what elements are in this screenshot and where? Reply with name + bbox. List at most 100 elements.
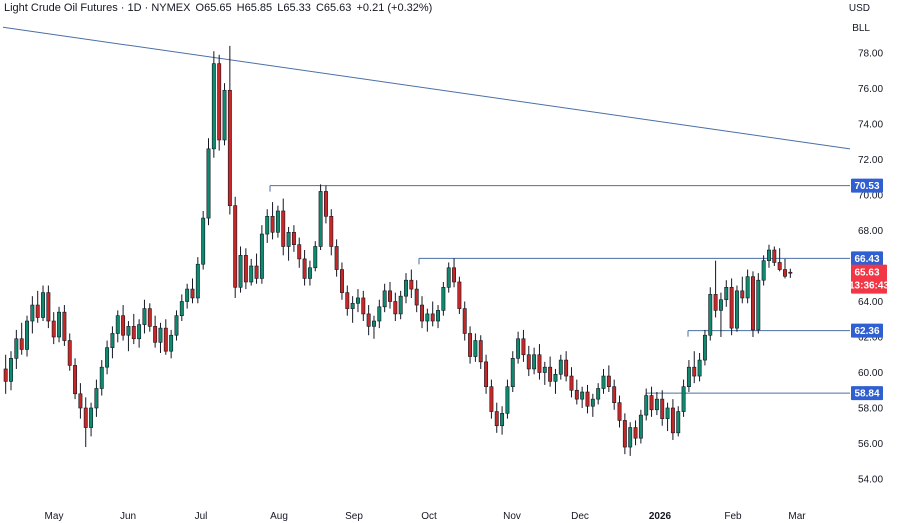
unit-label[interactable]: BLL: [852, 23, 870, 34]
candle-body-up: [697, 359, 702, 377]
candle-body-up: [590, 398, 595, 407]
ohlc-high: H65.85: [236, 2, 273, 14]
symbol-title: Light Crude Oil Futures · 1D · NYMEX: [4, 2, 191, 14]
candle-body-down: [783, 269, 787, 277]
candle-body-down: [339, 269, 344, 293]
candle-body-down: [190, 288, 195, 299]
candle-body-up: [676, 411, 681, 434]
candle-body-down: [334, 246, 339, 270]
candle-body-down: [564, 359, 569, 377]
candle-body-down: [227, 89, 232, 206]
candle-body-down: [751, 276, 755, 331]
trendline: [2, 26, 851, 150]
candle-body-down: [329, 216, 334, 247]
candle-body-down: [420, 304, 424, 322]
candle-body-up: [681, 386, 686, 412]
y-tick-label: 72.00: [858, 155, 883, 166]
candle-body-down: [153, 326, 158, 343]
candle-body-down: [254, 265, 259, 279]
candle-body-down: [478, 340, 483, 363]
candle-body-down: [574, 389, 579, 400]
candle-body-up: [25, 320, 29, 350]
candle-body-up: [436, 310, 440, 322]
candle-body-up: [767, 249, 771, 261]
candle-body-down: [692, 366, 697, 377]
candle-body-down: [585, 391, 590, 407]
candle-body-up: [500, 413, 505, 427]
level-badge: [851, 251, 883, 266]
y-tick-label: 56.00: [858, 439, 883, 450]
y-tick-label: 68.00: [858, 226, 883, 237]
countdown-label: 13:36:43: [849, 281, 889, 292]
x-tick-label: May: [45, 511, 64, 522]
currency-label[interactable]: USD: [848, 3, 870, 14]
candle-body-down: [494, 411, 499, 427]
candle-body-down: [521, 338, 526, 356]
candle-body-up: [318, 191, 323, 247]
candle-body-up: [30, 304, 35, 322]
candle-body-up: [628, 427, 633, 448]
candle-body-up: [542, 366, 547, 373]
candle-body-up: [313, 246, 318, 269]
candle-body-up: [644, 395, 649, 416]
x-tick-label: Sep: [345, 511, 363, 522]
candle-body-down: [297, 244, 302, 260]
candle-body-up: [724, 286, 729, 301]
candle-body-down: [660, 398, 665, 419]
level-badge: [851, 386, 883, 401]
candle-body-down: [388, 290, 392, 302]
candle-body-up: [596, 388, 601, 400]
y-tick-label: 54.00: [858, 475, 883, 486]
candle-body-up: [174, 315, 179, 336]
candle-body-down: [622, 420, 627, 448]
candle-body-down: [121, 315, 126, 336]
x-tick-label: Oct: [421, 511, 437, 522]
candle-body-up: [398, 295, 403, 315]
candle-body-down: [67, 340, 72, 366]
y-tick-label: 60.00: [858, 368, 883, 379]
candle-body-down: [361, 297, 366, 315]
candle-body-down: [468, 333, 473, 357]
candle-body-down: [409, 279, 414, 290]
candle-body-up: [377, 306, 382, 322]
candle-body-up: [446, 267, 451, 288]
candle-body-up: [94, 388, 99, 409]
candle-body-up: [185, 288, 190, 302]
candle-body-down: [35, 304, 40, 318]
candle-body-up: [505, 386, 510, 414]
level-badge-label: 66.43: [854, 254, 879, 265]
candle-body-up: [238, 255, 243, 288]
candle-body-down: [46, 292, 51, 322]
candle-body-up: [179, 301, 184, 316]
candle-body-up: [516, 338, 521, 359]
candle-body-down: [484, 361, 489, 388]
candle-body-down: [649, 395, 654, 411]
candle-body-up: [137, 324, 142, 340]
candle-body-down: [73, 365, 78, 395]
candle-body-down: [19, 338, 24, 350]
x-tick-label: 2026: [649, 511, 672, 522]
candle-body-up: [110, 333, 115, 348]
chart-header: Light Crude Oil Futures · 1D · NYMEX O65…: [4, 2, 434, 14]
candle-body-down: [78, 393, 83, 409]
candle-body-down: [51, 320, 56, 338]
x-tick-label: Mar: [788, 511, 806, 522]
candle-body-down: [606, 375, 611, 387]
candle-body-up: [756, 279, 761, 331]
candle-body-down: [537, 354, 542, 373]
candle-body-up: [350, 302, 355, 309]
candle-body-up: [265, 216, 270, 235]
candle-body-down: [489, 386, 494, 412]
candle-body-up: [158, 327, 163, 343]
candle-body-up: [532, 354, 537, 370]
y-tick-label: 74.00: [858, 120, 883, 131]
candle-body-up: [259, 233, 264, 279]
candle-body-up: [473, 340, 478, 357]
candle-body-down: [243, 255, 248, 283]
candle-body-up: [553, 373, 558, 382]
candle-body-down: [62, 311, 67, 341]
level-badges: 70.53 66.43 62.36 58.84 65.63 13:36:43: [849, 178, 889, 401]
candle-body-down: [777, 262, 782, 270]
candle-body-down: [713, 294, 718, 311]
